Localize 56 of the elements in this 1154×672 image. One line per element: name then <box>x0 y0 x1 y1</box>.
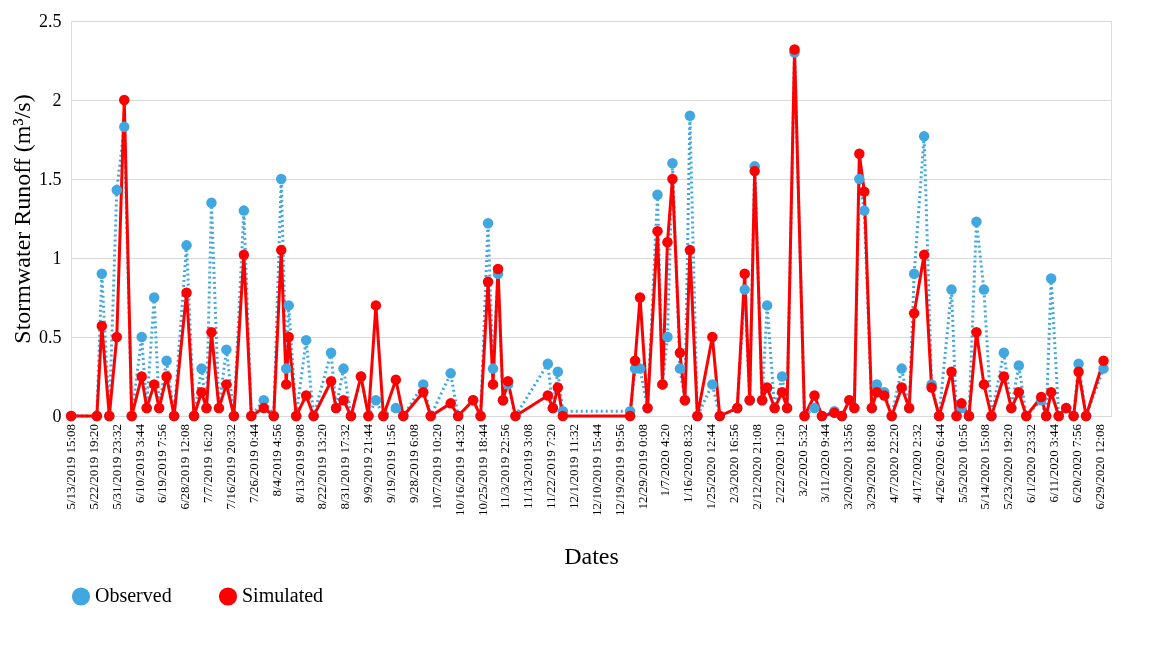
x-tick-label: 12/19/2019 19:56 <box>611 423 627 517</box>
x-tick-label: 10/25/2019 18:44 <box>474 423 490 517</box>
x-tick-label: 5/13/2019 15:08 <box>63 424 78 510</box>
x-tick-label: 5/22/2019 19:20 <box>85 424 101 510</box>
x-tick-label: 1/25/2020 12:44 <box>703 423 719 510</box>
x-tick-label: 6/28/2019 12:08 <box>177 424 193 510</box>
y-tick-label: 0.5 <box>39 326 62 347</box>
x-tick-label: 6/10/2019 3:44 <box>131 423 147 504</box>
x-tick-label: 9/9/2019 21:44 <box>360 423 376 504</box>
x-tick-label: 5/5/2020 10:56 <box>954 423 970 504</box>
x-tick-label: 6/11/2020 3:44 <box>1046 423 1062 503</box>
x-tick-label: 11/22/2019 7:20 <box>543 424 559 510</box>
x-tick-label: 6/20/2020 7:56 <box>1068 423 1084 504</box>
x-tick-label: 1/7/2020 4:20 <box>657 424 673 497</box>
x-tick-label: 11/3/2019 22:56 <box>497 423 513 510</box>
x-tick-label: 5/23/2020 19:20 <box>1000 424 1016 510</box>
y-axis-title: Stormwater Runoff (m³/s) <box>9 94 35 344</box>
x-tick-label: 9/28/2019 6:08 <box>405 424 421 504</box>
x-tick-label: 12/10/2019 15:44 <box>588 423 604 517</box>
x-tick-label: 9/19/2019 1:56 <box>383 423 399 504</box>
x-tick-label: 6/1/2020 23:32 <box>1023 424 1039 504</box>
y-tick-label: 2 <box>52 89 62 110</box>
x-tick-label: 8/31/2019 17:32 <box>337 424 353 510</box>
x-tick-label: 3/11/2020 9:44 <box>817 423 833 503</box>
x-tick-label: 3/20/2020 13:56 <box>840 423 856 510</box>
x-tick-label: 12/29/2019 0:08 <box>634 424 650 510</box>
x-tick-label: 10/7/2019 10:20 <box>428 424 444 510</box>
x-tick-label: 2/3/2020 16:56 <box>726 423 741 504</box>
x-tick-label: 7/7/2019 16:20 <box>200 424 216 504</box>
legend-label: Simulated <box>242 584 324 607</box>
x-tick-label: 5/14/2020 15:08 <box>977 424 993 510</box>
y-tick-label: 1 <box>52 247 62 268</box>
x-tick-label: 12/1/2019 11:32 <box>565 424 581 510</box>
x-tick-label: 2/12/2020 21:08 <box>748 424 764 510</box>
x-tick-label: 8/13/2019 9:08 <box>291 424 307 504</box>
x-tick-label: 6/19/2019 7:56 <box>154 423 170 504</box>
x-tick-label: 1/16/2020 8:32 <box>680 424 696 504</box>
x-tick-label: 4/7/2020 22:20 <box>886 424 902 504</box>
x-tick-label: 8/4/2019 4:56 <box>268 423 284 497</box>
x-tick-label: 2/22/2020 1:20 <box>771 424 787 504</box>
x-tick-label: 5/31/2019 23:32 <box>108 424 124 510</box>
x-tick-label: 10/16/2019 14:32 <box>451 424 467 517</box>
legend-label: Observed <box>95 584 172 607</box>
x-tick-label: 4/26/2020 6:44 <box>931 423 947 504</box>
y-tick-label: 1.5 <box>39 168 62 189</box>
x-tick-label: 7/16/2019 20:32 <box>223 424 239 510</box>
x-tick-label: 4/17/2020 2:32 <box>908 424 924 504</box>
x-tick-label: 8/22/2019 13:20 <box>314 424 330 510</box>
x-tick-label: 3/2/2020 5:32 <box>794 424 810 497</box>
x-axis-title: Dates <box>564 542 619 569</box>
x-tick-label: 6/29/2020 12:08 <box>1091 424 1107 510</box>
x-tick-label: 7/26/2019 0:44 <box>245 423 261 504</box>
x-tick-label: 11/13/2019 3:08 <box>520 424 536 510</box>
x-tick-label: 3/29/2020 18:08 <box>863 424 879 510</box>
y-tick-label: 2.5 <box>39 10 62 31</box>
y-tick-label: 0 <box>52 405 62 426</box>
